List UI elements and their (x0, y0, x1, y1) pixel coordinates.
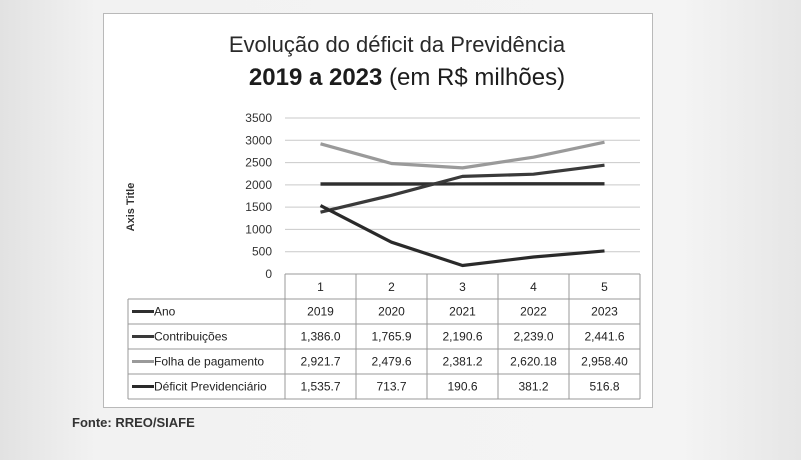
source-note: Fonte: RREO/SIAFE (72, 415, 195, 430)
grid-layer (285, 117, 640, 275)
y-tick-label: 0 (265, 267, 272, 281)
data-label: 2,239.0 (513, 330, 553, 344)
data-label: 2021 (449, 305, 476, 319)
legend-entry: Ano (154, 305, 176, 319)
data-label: 2,479.6 (371, 355, 411, 369)
data-label: 2023 (591, 305, 618, 319)
data-label: 713.7 (376, 380, 406, 394)
series-line (319, 204, 605, 268)
data-label: 2,441.6 (584, 330, 624, 344)
data-label: 2,620.18 (510, 355, 557, 369)
legend-entry: Déficit Previdenciário (154, 380, 267, 394)
data-label: 1,765.9 (371, 330, 411, 344)
chart-subtitle-years: 2019 a 2023 (248, 64, 383, 91)
y-tick-label: 3000 (245, 133, 272, 147)
x-tick-label: 2 (388, 280, 395, 294)
x-tick-label: 1 (317, 280, 324, 294)
chart-frame (103, 13, 653, 408)
x-tick-label: 5 (601, 280, 608, 294)
chart-title: Evolução do déficit da Previdência (228, 32, 566, 57)
data-label: 516.8 (589, 380, 619, 394)
y-tick-label: 3500 (245, 111, 272, 125)
data-label: 2,381.2 (442, 355, 482, 369)
y-tick-label: 2500 (245, 156, 272, 170)
data-table: 1 2 3 4 5 Ano 2019 2020 2021 2022 2023 Contribuiçõe… (127, 273, 641, 400)
y-tick-label: 2000 (245, 178, 272, 192)
chart-subtitle: 2019 a 2023 (em R$ milhões) (103, 64, 651, 92)
data-label: 1,535.7 (300, 380, 340, 394)
legend-entry: Contribuições (154, 330, 227, 344)
data-label: 2,190.6 (442, 330, 482, 344)
y-tick-label: 500 (252, 245, 272, 259)
series-layer (319, 140, 605, 268)
data-label: 381.2 (518, 380, 548, 394)
data-label: 1,386.0 (300, 330, 340, 344)
legend-entry: Folha de pagamento (154, 355, 264, 369)
series-line (320, 140, 605, 170)
data-label: 190.6 (447, 380, 477, 394)
data-label: 2020 (378, 305, 405, 319)
x-tick-label: 4 (530, 280, 537, 294)
data-label: 2,958.40 (581, 355, 628, 369)
y-tick-label: 1500 (245, 200, 272, 214)
x-tick-label: 3 (459, 280, 466, 294)
y-tick-label: 1000 (245, 222, 272, 236)
data-label: 2,921.7 (300, 355, 340, 369)
y-tick-labels: 0 500 1000 1500 2000 2500 3000 3500 (245, 111, 272, 281)
data-label: 2022 (520, 305, 547, 319)
chart-subtitle-unit: (em R$ milhões) (382, 64, 566, 91)
series-line (320, 163, 605, 214)
data-label: 2019 (307, 305, 334, 319)
